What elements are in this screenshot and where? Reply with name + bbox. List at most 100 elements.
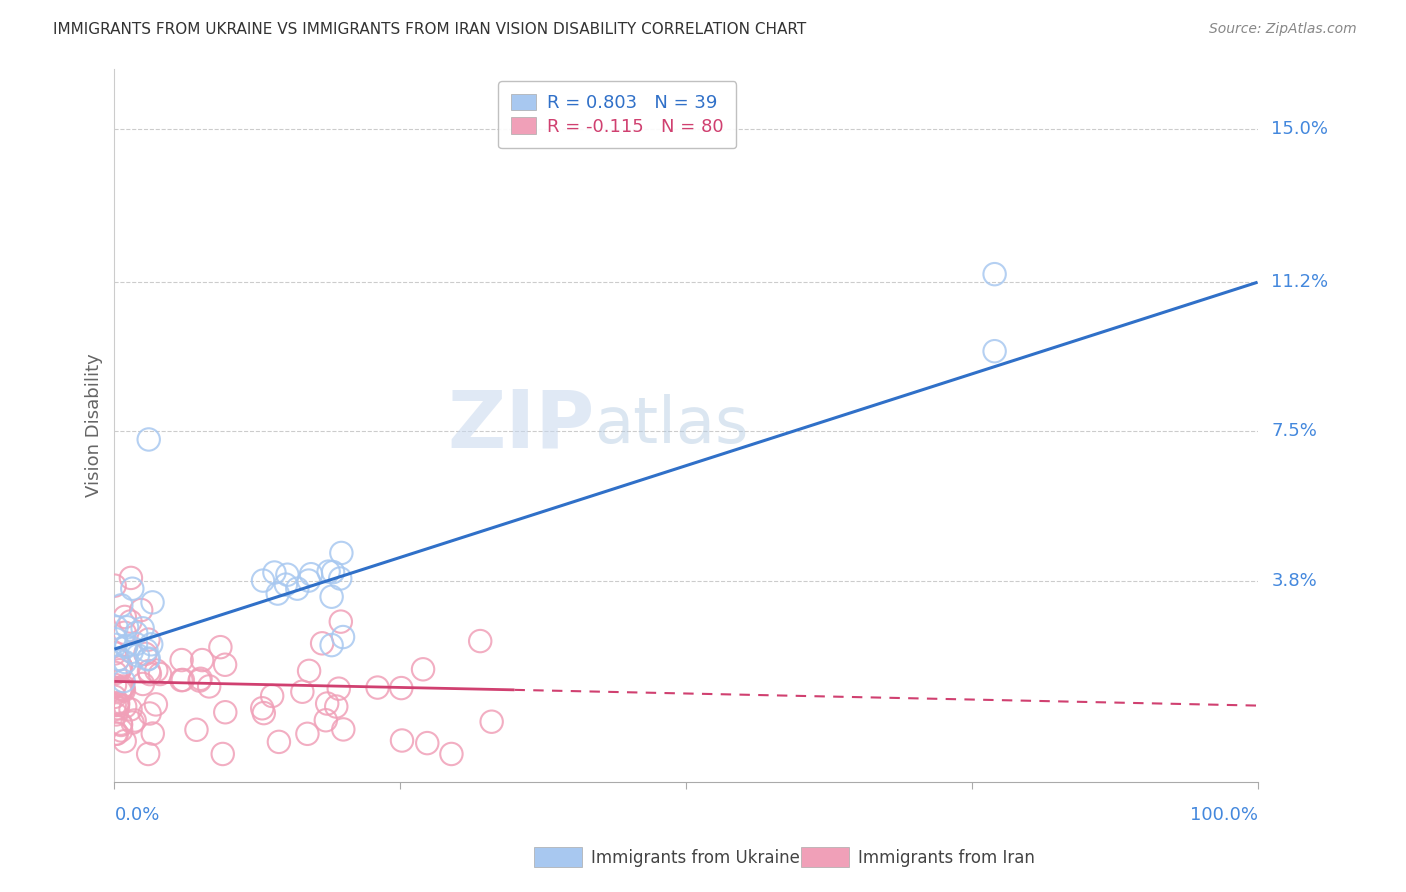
Point	[110, 659, 132, 673]
Text: 3.8%: 3.8%	[1271, 572, 1317, 590]
Point	[329, 615, 352, 629]
Point	[104, 579, 127, 593]
Point	[132, 677, 155, 691]
Text: 0.0%: 0.0%	[114, 806, 160, 824]
Point	[110, 723, 132, 738]
Point	[112, 680, 135, 694]
Text: atlas: atlas	[595, 394, 749, 457]
Point	[121, 645, 143, 659]
Point	[127, 648, 149, 663]
Point	[211, 747, 233, 761]
Point	[121, 715, 143, 730]
Point	[298, 574, 321, 588]
Point	[252, 574, 274, 588]
Point	[138, 664, 160, 678]
Point	[107, 652, 129, 666]
Point	[112, 674, 135, 689]
Point	[172, 673, 194, 687]
Point	[983, 267, 1005, 281]
Point	[198, 680, 221, 694]
Point	[120, 702, 142, 716]
Point	[104, 647, 127, 661]
Point	[186, 723, 208, 737]
Point	[129, 603, 152, 617]
Point	[311, 636, 333, 650]
Text: 7.5%: 7.5%	[1271, 423, 1317, 441]
Point	[110, 660, 132, 674]
Point	[263, 566, 285, 580]
Point	[191, 653, 214, 667]
Point	[440, 747, 463, 761]
Point	[114, 655, 136, 669]
Point	[114, 625, 136, 640]
Point	[110, 599, 132, 613]
Point	[104, 632, 127, 647]
Point	[141, 637, 163, 651]
Y-axis label: Vision Disability: Vision Disability	[86, 353, 103, 497]
Point	[104, 698, 127, 713]
Point	[105, 727, 128, 741]
Point	[110, 681, 132, 696]
Point	[104, 666, 127, 681]
Point	[321, 638, 343, 652]
Point	[105, 620, 128, 634]
Point	[110, 684, 132, 698]
Point	[267, 586, 290, 600]
Point	[135, 643, 157, 657]
Point	[115, 640, 138, 654]
Point	[138, 651, 160, 665]
Point	[481, 714, 503, 729]
Text: 15.0%: 15.0%	[1271, 120, 1329, 138]
Point	[316, 697, 339, 711]
Point	[142, 726, 165, 740]
Point	[107, 696, 129, 710]
Point	[104, 678, 127, 692]
Point	[188, 673, 211, 688]
Point	[253, 706, 276, 720]
Point	[136, 747, 159, 761]
Point	[318, 565, 340, 579]
Point	[110, 716, 132, 731]
Text: IMMIGRANTS FROM UKRAINE VS IMMIGRANTS FROM IRAN VISION DISABILITY CORRELATION CH: IMMIGRANTS FROM UKRAINE VS IMMIGRANTS FR…	[53, 22, 807, 37]
Text: 100.0%: 100.0%	[1189, 806, 1257, 824]
Point	[299, 567, 322, 582]
Point	[110, 718, 132, 732]
Point	[125, 637, 148, 651]
Point	[114, 610, 136, 624]
Point	[332, 630, 354, 644]
Point	[330, 546, 353, 560]
Point	[121, 582, 143, 596]
Point	[112, 683, 135, 698]
Point	[145, 664, 167, 678]
Point	[391, 733, 413, 747]
Text: ZIP: ZIP	[447, 386, 595, 465]
Point	[267, 735, 290, 749]
Point	[114, 734, 136, 748]
Text: Immigrants from Iran: Immigrants from Iran	[858, 849, 1035, 867]
Point	[107, 701, 129, 715]
Point	[298, 664, 321, 678]
Point	[262, 689, 284, 703]
Point	[115, 620, 138, 634]
Point	[190, 672, 212, 686]
Point	[170, 673, 193, 687]
Point	[367, 681, 389, 695]
Point	[329, 572, 352, 586]
Point	[141, 595, 163, 609]
Point	[389, 681, 412, 695]
Point	[416, 736, 439, 750]
Point	[274, 577, 297, 591]
Point	[291, 684, 314, 698]
Point	[107, 698, 129, 712]
Point	[321, 590, 343, 604]
Point	[332, 723, 354, 737]
Point	[170, 653, 193, 667]
Point	[120, 615, 142, 629]
Point	[104, 638, 127, 652]
Point	[131, 621, 153, 635]
Point	[412, 662, 434, 676]
Point	[315, 713, 337, 727]
Point	[120, 571, 142, 585]
Point	[214, 657, 236, 672]
Point	[285, 582, 308, 596]
